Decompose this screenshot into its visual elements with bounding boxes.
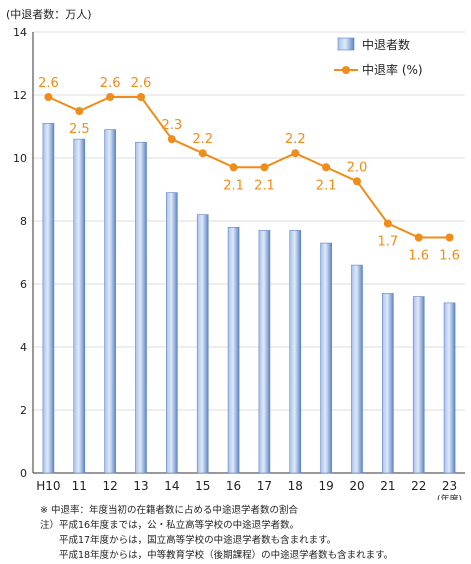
chart: 2.6 2.5 2.6 2.6 2.3 2.2 2.1 2.1 2.2 2.1 2.0 1.7 1.6 1… bbox=[13, 26, 465, 500]
x-tick-label: 23 bbox=[442, 479, 457, 493]
x-tick-label: 15 bbox=[195, 479, 210, 493]
rate-point bbox=[260, 163, 269, 172]
gridlines bbox=[33, 31, 465, 411]
bar bbox=[258, 230, 271, 474]
rate-data-label: 2.1 bbox=[254, 178, 275, 193]
x-tick-label: 13 bbox=[133, 479, 148, 493]
x-tick-label: 14 bbox=[164, 479, 179, 493]
legend-bar-label: 中退者数 bbox=[362, 37, 410, 52]
rate-point bbox=[445, 233, 454, 242]
note-line: 平成17年度からは，国立高等学校の中途退学者数も含まれます。 bbox=[40, 535, 337, 546]
rate-point bbox=[229, 163, 238, 172]
x-tick-label: 19 bbox=[319, 479, 334, 493]
rate-data-label: 1.7 bbox=[378, 234, 399, 249]
x-tick-label: 16 bbox=[226, 479, 241, 493]
legend-line-label: 中退率 (%) bbox=[362, 62, 423, 77]
y-tick-label: 2 bbox=[20, 404, 27, 417]
rate-point bbox=[137, 93, 145, 101]
rate-data-label: 2.2 bbox=[285, 132, 306, 147]
x-tick-label: 11 bbox=[72, 479, 87, 493]
line-series: 2.6 2.5 2.6 2.6 2.3 2.2 2.1 2.1 2.2 2.1 2.0 1.7 1.6 1… bbox=[38, 76, 460, 264]
bar bbox=[104, 129, 116, 474]
y-tick-label: 4 bbox=[20, 341, 27, 354]
bar bbox=[412, 296, 425, 474]
legend-line-marker bbox=[342, 66, 350, 74]
rate-data-label: 2.1 bbox=[223, 178, 244, 193]
bar bbox=[351, 264, 363, 474]
x-axis-unit-label: (年度) bbox=[437, 493, 462, 500]
bar bbox=[227, 227, 240, 474]
y-tick-label: 10 bbox=[13, 152, 27, 165]
x-tick-label: 21 bbox=[380, 479, 395, 493]
y-tick-label: 8 bbox=[20, 215, 27, 228]
bar bbox=[443, 302, 456, 474]
x-tick-label: 18 bbox=[288, 479, 303, 493]
rate-data-label: 1.6 bbox=[408, 249, 429, 264]
rate-point bbox=[291, 149, 300, 158]
rate-line bbox=[48, 96, 450, 239]
rate-data-label: 2.6 bbox=[131, 76, 152, 91]
rate-point bbox=[75, 107, 84, 116]
bar bbox=[135, 141, 147, 474]
rate-point bbox=[322, 163, 331, 172]
bar bbox=[196, 214, 209, 474]
rate-point bbox=[353, 177, 361, 186]
rate-data-label: 2.5 bbox=[69, 122, 90, 137]
rate-point bbox=[44, 93, 53, 101]
y-tick-label: 6 bbox=[20, 278, 27, 291]
rate-data-label: 2.3 bbox=[162, 118, 183, 133]
rate-data-label: 2.6 bbox=[100, 76, 121, 91]
rate-data-label: 2.6 bbox=[38, 76, 59, 91]
note-line: ※ 中退率：年度当初の在籍者数に占める中途退学者数の割合 bbox=[40, 505, 298, 516]
footnotes: ※ 中退率：年度当初の在籍者数に占める中途退学者数の割合 注）平成16年度までは… bbox=[40, 503, 393, 563]
rate-data-label: 2.2 bbox=[192, 132, 213, 147]
bar bbox=[42, 123, 55, 474]
rate-point bbox=[167, 135, 176, 144]
rate-point bbox=[198, 149, 207, 158]
bar-series bbox=[42, 123, 456, 474]
rate-point bbox=[106, 93, 115, 101]
x-tick-label: 20 bbox=[349, 479, 364, 493]
rate-point bbox=[414, 233, 423, 242]
y-tick-label: 14 bbox=[13, 26, 27, 39]
axes bbox=[32, 32, 465, 474]
tick-labels: 0 2 4 6 8 10 12 14 H10 11 12 13 14 15 16 17 18 19 20 21 22 23… bbox=[13, 26, 462, 500]
bar bbox=[73, 138, 86, 474]
y-axis-unit-label: (中退者数：万人) bbox=[6, 8, 92, 21]
legend-bar-swatch bbox=[337, 37, 355, 51]
bar bbox=[166, 192, 178, 474]
note-line: 注）平成16年度までは，公・私立高等学校の中途退学者数。 bbox=[40, 520, 300, 531]
x-tick-label: H10 bbox=[36, 479, 60, 493]
bar bbox=[289, 230, 302, 474]
y-tick-label: 0 bbox=[20, 467, 27, 480]
note-line: 平成18年度からは，中等教育学校（後期課程）の中途退学者数も含まれます。 bbox=[40, 550, 394, 561]
rate-point bbox=[383, 219, 392, 228]
x-tick-label: 17 bbox=[257, 479, 272, 493]
y-tick-label: 12 bbox=[13, 89, 27, 102]
bar bbox=[382, 293, 394, 474]
rate-data-label: 1.6 bbox=[439, 249, 460, 264]
bar bbox=[320, 242, 332, 474]
x-tick-label: 12 bbox=[103, 479, 118, 493]
rate-data-label: 2.0 bbox=[347, 160, 368, 175]
rate-data-label: 2.1 bbox=[316, 178, 337, 193]
x-tick-label: 22 bbox=[411, 479, 426, 493]
